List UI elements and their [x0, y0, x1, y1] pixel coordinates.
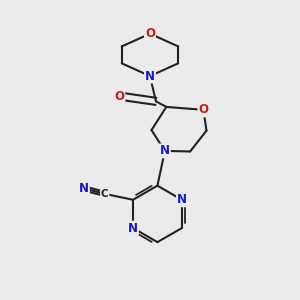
Text: O: O	[114, 90, 124, 104]
Text: N: N	[145, 70, 155, 83]
Text: O: O	[145, 27, 155, 40]
Text: O: O	[199, 103, 208, 116]
Text: N: N	[79, 182, 89, 195]
Text: N: N	[128, 221, 138, 235]
Text: C: C	[101, 189, 109, 199]
Text: N: N	[160, 144, 170, 158]
Text: N: N	[177, 193, 187, 206]
